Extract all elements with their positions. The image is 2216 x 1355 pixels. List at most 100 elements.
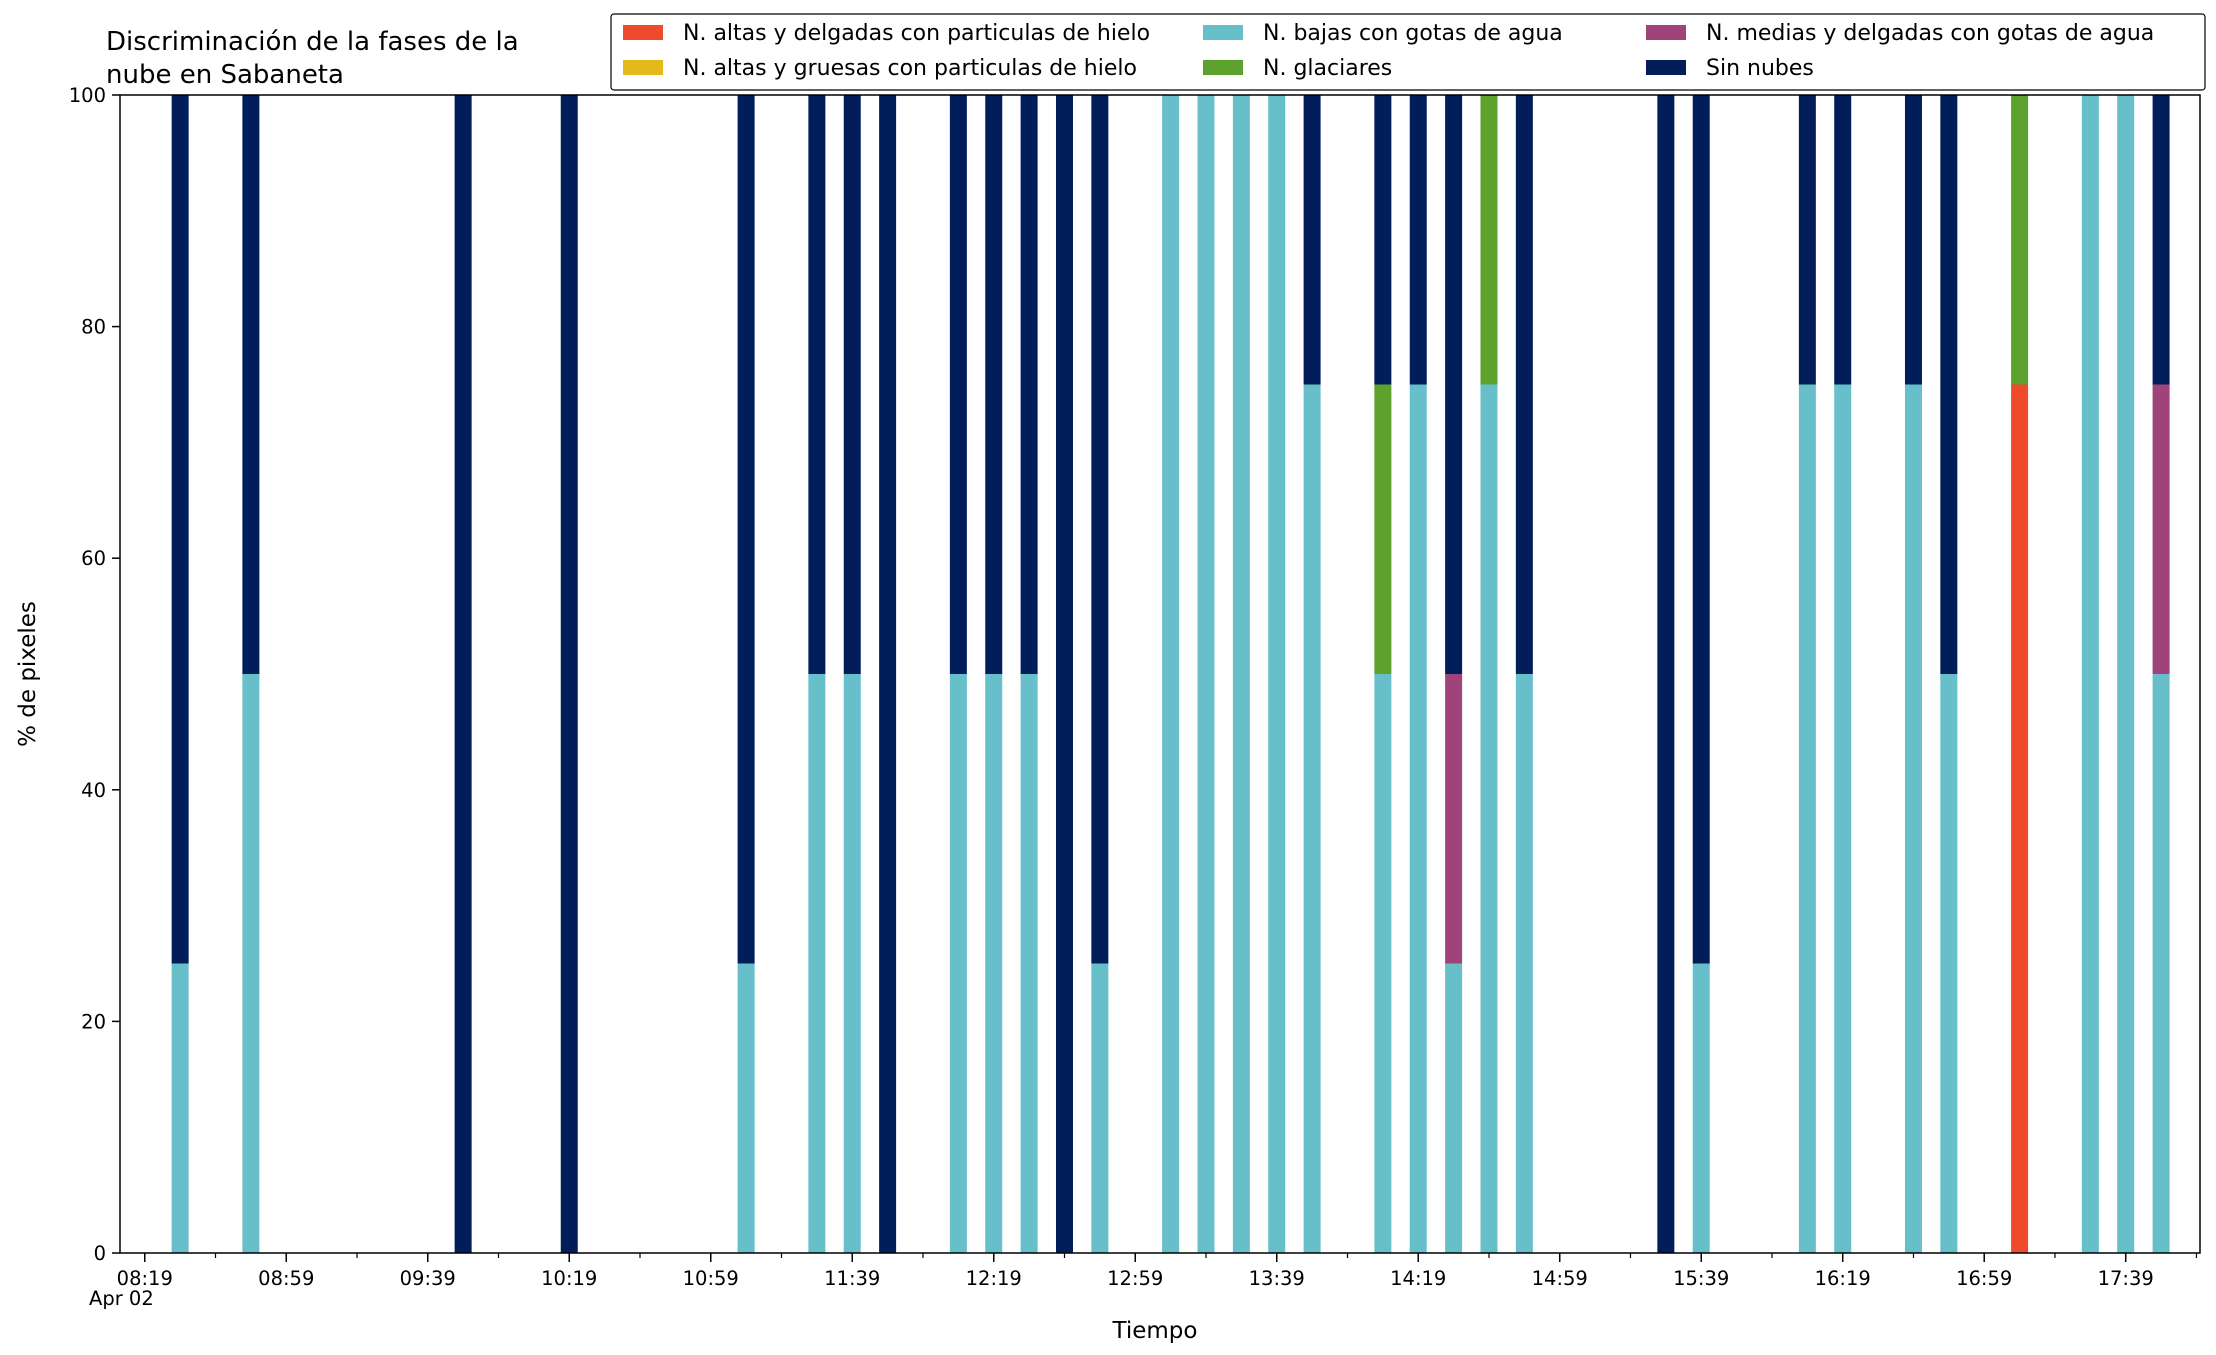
bar-bajas_agua-19 (1409, 384, 1427, 1253)
bar-bajas_agua-31 (2117, 95, 2135, 1253)
y-tick-label-0: 0 (94, 1242, 106, 1265)
bar-sin_nubes-11 (1055, 95, 1073, 1253)
bar-bajas_agua-20 (1445, 963, 1463, 1253)
legend-swatch-medias_agua (1646, 25, 1686, 40)
bar-sin_nubes-23 (1657, 95, 1675, 1253)
bar-bajas_agua-5 (808, 674, 826, 1253)
bar-bajas_agua-14 (1197, 95, 1215, 1253)
legend-label-altas_delgadas: N. altas y delgadas con particulas de hi… (683, 21, 1150, 46)
bar-bajas_agua-22 (1515, 674, 1533, 1253)
bar-medias_agua-20 (1445, 674, 1463, 964)
x-tick-label-3: 10:19 (541, 1267, 597, 1290)
x-tick-label-12: 16:19 (1815, 1267, 1871, 1290)
x-tick-label-7: 12:59 (1107, 1267, 1163, 1290)
bar-glaciares-21 (1480, 95, 1498, 385)
x-tick-label-2: 09:39 (400, 1267, 456, 1290)
bar-glaciares-18 (1374, 384, 1392, 674)
bar-bajas_agua-13 (1162, 95, 1180, 1253)
x-axis-label: Tiempo (1112, 1318, 1198, 1344)
bar-sin_nubes-7 (879, 95, 897, 1253)
bar-bajas_agua-24 (1692, 963, 1710, 1253)
legend-swatch-sin_nubes (1646, 60, 1686, 75)
bar-bajas_agua-1 (242, 674, 260, 1253)
bar-sin_nubes-0 (171, 95, 189, 964)
legend-frame (610, 13, 2206, 91)
bar-bajas_agua-16 (1268, 95, 1286, 1253)
chart-title-line-2: nube en Sabaneta (106, 60, 344, 90)
bar-sin_nubes-19 (1409, 95, 1427, 385)
bar-sin_nubes-18 (1374, 95, 1392, 385)
legend-label-sin_nubes: Sin nubes (1706, 56, 1814, 81)
legend-swatch-altas_gruesas (623, 60, 663, 75)
bar-bajas_agua-6 (843, 674, 861, 1253)
legend-label-altas_gruesas: N. altas y gruesas con particulas de hie… (683, 56, 1137, 81)
bar-sin_nubes-24 (1692, 95, 1710, 964)
bar-bajas_agua-18 (1374, 674, 1392, 1253)
bar-sin_nubes-10 (1020, 95, 1038, 674)
y-tick-label-40: 40 (81, 779, 106, 802)
bar-glaciares-29 (2011, 95, 2029, 385)
x-tick-label-6: 12:19 (966, 1267, 1022, 1290)
legend-label-medias_agua: N. medias y delgadas con gotas de agua (1706, 21, 2154, 46)
x-tick-label-11: 15:39 (1673, 1267, 1729, 1290)
x-axis: Apr 02 08:19 08:59 09:39 10:19 10:59 11:39 12:… (89, 1253, 2198, 1310)
bar-sin_nubes-6 (843, 95, 861, 674)
x-date-label: Apr 02 (89, 1287, 154, 1310)
plot-area-frame (119, 94, 2201, 1254)
chart-title-line-1: Discriminación de la fases de la (106, 27, 519, 57)
bar-sin_nubes-26 (1834, 95, 1852, 385)
bar-altas_delgadas-29 (2011, 384, 2029, 1253)
x-tick-label-13: 16:59 (1956, 1267, 2012, 1290)
x-tick-label-0: 08:19 (117, 1267, 173, 1290)
bar-sin_nubes-22 (1515, 95, 1533, 674)
bar-sin_nubes-2 (454, 95, 472, 1253)
x-tick-label-10: 14:59 (1532, 1267, 1588, 1290)
bar-sin_nubes-1 (242, 95, 260, 674)
bar-sin_nubes-28 (1940, 95, 1958, 674)
x-tick-label-8: 13:39 (1249, 1267, 1305, 1290)
y-tick-label-20: 20 (81, 1010, 106, 1033)
y-axis-label: % de pixeles (15, 601, 41, 747)
bar-bajas_agua-15 (1232, 95, 1250, 1253)
bar-sin_nubes-12 (1091, 95, 1109, 964)
bar-bajas_agua-0 (171, 963, 189, 1253)
bar-bajas_agua-26 (1834, 384, 1852, 1253)
bar-sin_nubes-32 (2152, 95, 2170, 385)
bar-bajas_agua-28 (1940, 674, 1958, 1253)
legend-swatch-glaciares (1203, 60, 1243, 75)
x-tick-label-9: 14:19 (1390, 1267, 1446, 1290)
bar-bajas_agua-4 (737, 963, 755, 1253)
y-tick-label-100: 100 (69, 84, 106, 107)
bar-sin_nubes-20 (1445, 95, 1463, 674)
bar-bajas_agua-17 (1303, 384, 1321, 1253)
legend-label-glaciares: N. glaciares (1263, 56, 1392, 81)
legend-label-bajas_agua: N. bajas con gotas de agua (1263, 21, 1563, 46)
bar-sin_nubes-17 (1303, 95, 1321, 385)
bar-bajas_agua-30 (2081, 95, 2099, 1253)
bar-sin_nubes-3 (560, 95, 578, 1253)
x-tick-label-14: 17:39 (2098, 1267, 2154, 1290)
bar-sin_nubes-25 (1798, 95, 1816, 385)
bar-bajas_agua-9 (985, 674, 1003, 1253)
bar-medias_agua-32 (2152, 384, 2170, 674)
chart-title: Discriminación de la fases de la nube en… (106, 27, 519, 90)
bar-bajas_agua-21 (1480, 384, 1498, 1253)
bar-bajas_agua-32 (2152, 674, 2170, 1253)
legend: N. altas y delgadas con particulas de hi… (610, 13, 2206, 91)
bar-sin_nubes-4 (737, 95, 755, 964)
bar-sin_nubes-5 (808, 95, 826, 674)
y-tick-label-60: 60 (81, 547, 106, 570)
bar-group (171, 95, 2170, 1253)
bar-bajas_agua-12 (1091, 963, 1109, 1253)
bar-bajas_agua-10 (1020, 674, 1038, 1253)
bar-sin_nubes-8 (949, 95, 967, 674)
legend-swatch-bajas_agua (1203, 25, 1243, 40)
bar-sin_nubes-9 (985, 95, 1003, 674)
bar-bajas_agua-25 (1798, 384, 1816, 1253)
bar-bajas_agua-27 (1904, 384, 1922, 1253)
y-tick-label-80: 80 (81, 316, 106, 339)
x-tick-label-5: 11:39 (824, 1267, 880, 1290)
x-tick-label-1: 08:59 (258, 1267, 314, 1290)
y-axis: 0 20 40 60 80 100 (69, 84, 120, 1265)
